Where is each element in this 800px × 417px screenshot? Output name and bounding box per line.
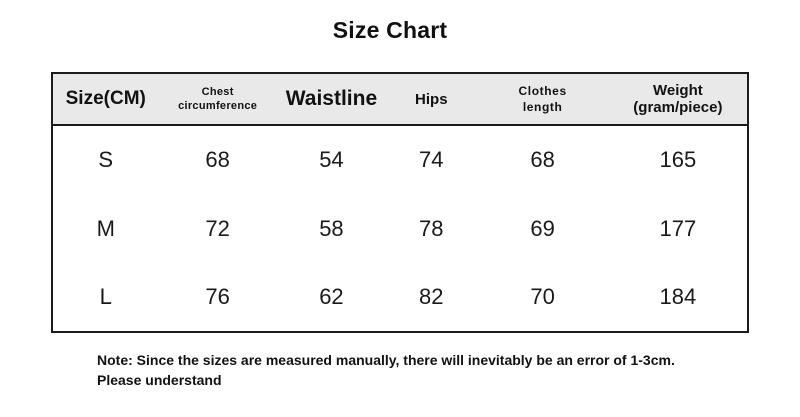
cell-waistline: 54: [319, 147, 344, 172]
table-row-size-s: S 68 54 74 68 165: [52, 125, 748, 194]
cell-hips: 74: [419, 147, 444, 172]
col-header-waistline: Waistline: [285, 87, 378, 110]
cell-weight: 177: [659, 215, 697, 241]
cell-clothes-length: 70: [530, 284, 555, 309]
cell-chest: 76: [205, 284, 230, 309]
cell-weight: 184: [659, 284, 697, 309]
cell-chest: 72: [205, 215, 230, 241]
col-header-weight: Weight (gram/piece): [633, 82, 723, 116]
col-header-size: Size(CM): [65, 88, 146, 109]
cell-waistline: 58: [319, 215, 344, 241]
note-line1: Note: Since the sizes are measured manua…: [97, 352, 675, 368]
col-header-chest-line2: circumference: [178, 100, 258, 112]
col-header-clothes-line2: length: [522, 100, 563, 114]
cell-chest: 68: [205, 147, 230, 172]
cell-hips: 82: [419, 284, 444, 309]
cell-weight: 165: [659, 147, 697, 172]
col-header-clothes-length: Clothes length: [477, 73, 609, 125]
cell-size: M: [96, 215, 115, 241]
note-line2: Please understand: [97, 372, 222, 389]
col-header-chest-line1: Chest: [201, 85, 234, 98]
table-row-size-m: M 72 58 78 69 177: [52, 194, 748, 263]
page-title: Size Chart: [332, 17, 448, 43]
cell-hips: 78: [419, 215, 444, 241]
cell-waistline: 62: [319, 284, 344, 309]
size-table: Size(CM) Chest circumference Waistline H…: [51, 72, 749, 333]
note-text: Note: Since the sizes are measured manua…: [97, 350, 777, 391]
cell-clothes-length: 68: [530, 147, 555, 172]
cell-size: S: [98, 147, 114, 172]
size-chart-table: Size(CM) Chest circumference Waistline H…: [51, 72, 749, 333]
col-header-hips: Hips: [415, 90, 448, 108]
table-header-row: Size(CM) Chest circumference Waistline H…: [52, 73, 748, 125]
col-header-chest-circumference: Chest circumference: [158, 73, 276, 125]
cell-size: L: [99, 284, 112, 309]
table-row-size-l: L 76 62 82 70 184: [52, 263, 748, 332]
col-header-clothes-line1: Clothes: [518, 83, 567, 98]
cell-clothes-length: 69: [530, 215, 555, 241]
